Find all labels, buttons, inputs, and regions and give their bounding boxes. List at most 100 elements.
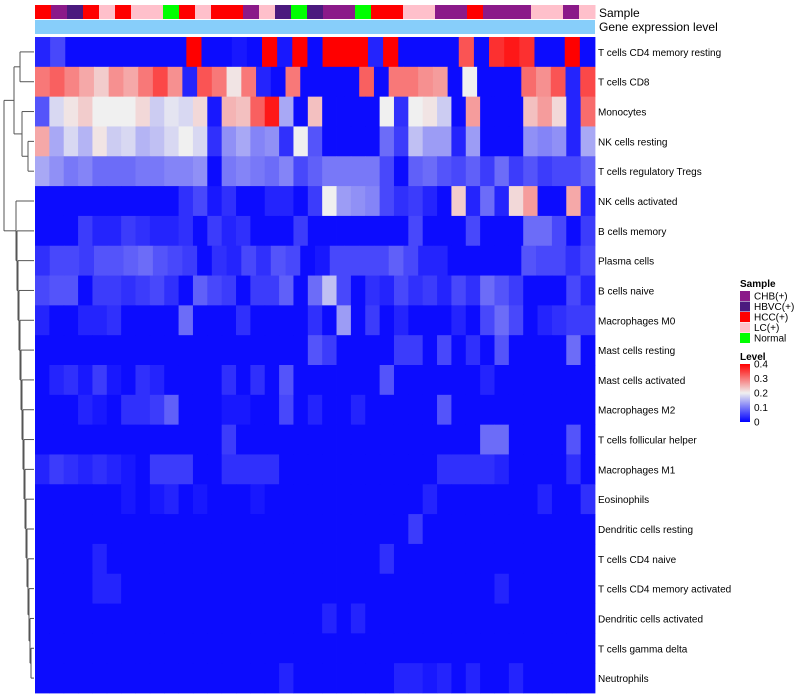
- heatmap-cell: [494, 156, 510, 187]
- heatmap-cell: [221, 335, 237, 366]
- row-label: Neutrophils: [598, 674, 649, 685]
- heatmap-cell: [78, 215, 93, 247]
- heatmap-cell: [350, 573, 366, 604]
- legend-swatch: [740, 322, 750, 333]
- heatmap-cell: [192, 335, 208, 366]
- row-label: Macrophages M1: [598, 465, 676, 476]
- heatmap-cell: [580, 663, 596, 694]
- heatmap-cell: [494, 215, 510, 247]
- heatmap-cell: [422, 394, 438, 426]
- heatmap-cell: [108, 66, 124, 98]
- heatmap-cell: [523, 156, 538, 187]
- heatmap-cell: [92, 335, 108, 366]
- heatmap-cell: [451, 514, 467, 545]
- heatmap-cell: [178, 454, 194, 485]
- heatmap-cell: [164, 603, 179, 634]
- heatmap-cell: [580, 424, 596, 455]
- heatmap-cell: [350, 215, 366, 247]
- heatmap-cell: [264, 603, 280, 634]
- heatmap-cell: [508, 275, 524, 306]
- heatmap-cell: [293, 573, 309, 604]
- heatmap-cell: [322, 215, 337, 247]
- heatmap-cell: [149, 514, 165, 545]
- heatmap-cell: [121, 424, 136, 455]
- heatmap-cell: [365, 156, 381, 187]
- sample-annotation-cell: [515, 5, 532, 19]
- heatmap-cell: [437, 424, 452, 455]
- heatmap-cell: [293, 305, 309, 336]
- sample-annotation-cell: [291, 5, 308, 19]
- heatmap-cell: [293, 335, 309, 366]
- heatmap-cell: [35, 633, 50, 664]
- sample-annotation-cell: [419, 5, 436, 19]
- heatmap-cell: [408, 454, 424, 485]
- heatmap-cell: [49, 454, 65, 485]
- heatmap-cell: [537, 156, 553, 187]
- sample-annotation-cell: [387, 5, 404, 19]
- heatmap-cell: [566, 275, 582, 306]
- heatmap-cell: [49, 484, 65, 515]
- heatmap-cell: [350, 394, 366, 426]
- heatmap-cell: [565, 66, 581, 98]
- heatmap-cell: [379, 305, 395, 336]
- heatmap-cell: [491, 245, 507, 276]
- heatmap-cell: [63, 126, 79, 157]
- heatmap-cell: [207, 186, 223, 217]
- heatmap-cell: [336, 633, 352, 664]
- sample-annotation-cell: [483, 5, 500, 19]
- legend-sample-title: Sample: [740, 279, 776, 290]
- heatmap-cell: [192, 186, 208, 217]
- heatmap-cell: [236, 215, 251, 247]
- heatmap-cell: [437, 663, 452, 694]
- heatmap-cell: [549, 37, 566, 68]
- heatmap-cell: [164, 186, 179, 217]
- heatmap-cell: [279, 454, 294, 485]
- heatmap-cell: [379, 96, 395, 127]
- heatmap-cell: [49, 365, 65, 396]
- heatmap-cell: [379, 365, 395, 396]
- heatmap-cell: [322, 663, 337, 694]
- heatmap-cell: [336, 275, 352, 306]
- heatmap-cell: [149, 573, 165, 604]
- heatmap-cell: [566, 663, 582, 694]
- heatmap-cell: [149, 126, 165, 157]
- sample-annotation-cell: [547, 5, 564, 19]
- heatmap-cell: [408, 96, 424, 127]
- heatmap-cell: [551, 663, 567, 694]
- legend-level-tick: 0.3: [754, 374, 768, 385]
- sample-annotation-cell: [371, 5, 388, 19]
- heatmap-cell: [566, 543, 582, 575]
- heatmap-cell: [508, 126, 524, 157]
- heatmap-cell: [422, 126, 438, 157]
- heatmap-cell: [566, 305, 582, 336]
- heatmap-cell: [537, 514, 553, 545]
- sample-annotation-cell: [51, 5, 68, 19]
- heatmap-cell: [192, 573, 208, 604]
- heatmap-cell: [35, 245, 51, 276]
- heatmap-cell: [178, 543, 194, 575]
- heatmap-cell: [164, 543, 179, 575]
- heatmap-cell: [78, 126, 93, 157]
- heatmap-cell: [92, 514, 108, 545]
- heatmap-cell: [523, 454, 538, 485]
- heatmap-cell: [523, 633, 538, 664]
- heatmap-cell: [121, 186, 136, 217]
- heatmap-cell: [221, 454, 237, 485]
- heatmap-cell: [250, 96, 266, 127]
- heatmap-cell: [164, 156, 179, 187]
- heatmap-cell: [106, 275, 122, 306]
- heatmap-cell: [432, 245, 449, 276]
- heatmap-cell: [315, 245, 331, 276]
- heatmap-cell: [307, 305, 323, 336]
- legend-label: Normal: [754, 334, 786, 345]
- legend-label: HBVC(+): [754, 302, 794, 313]
- heatmap-cell: [63, 663, 79, 694]
- heatmap-cell: [465, 424, 481, 455]
- heatmap-cell: [393, 275, 409, 306]
- heatmap-cell: [315, 66, 331, 98]
- heatmap-cell: [494, 573, 510, 604]
- heatmap-cell: [393, 603, 409, 634]
- heatmap-cell: [551, 424, 567, 455]
- heatmap-cell: [135, 186, 151, 217]
- heatmap-cell: [408, 335, 424, 366]
